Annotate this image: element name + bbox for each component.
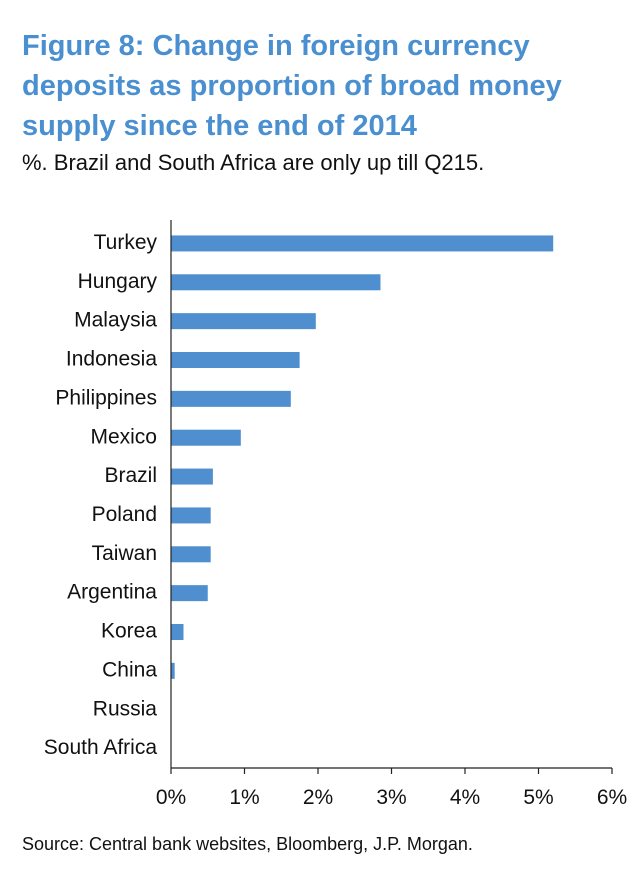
category-label: Poland <box>92 503 157 526</box>
bar <box>171 390 291 407</box>
x-tick-label: 2% <box>303 786 333 809</box>
category-label: Taiwan <box>92 542 157 565</box>
category-label: South Africa <box>44 736 158 759</box>
bar <box>171 662 175 679</box>
category-label: Russia <box>93 697 158 720</box>
category-label: Brazil <box>104 464 157 487</box>
x-tick-label: 0% <box>156 786 186 809</box>
x-tick-label: 5% <box>523 786 553 809</box>
bar <box>171 624 184 640</box>
category-label: China <box>102 658 157 681</box>
source-note: Source: Central bank websites, Bloomberg… <box>22 834 473 854</box>
bar <box>171 585 208 602</box>
bar <box>171 274 381 291</box>
category-label: Turkey <box>94 231 158 254</box>
category-label: Argentina <box>67 581 157 604</box>
x-tick-label: 6% <box>597 786 627 809</box>
chart-subtitle: %. Brazil and South Africa are only up t… <box>22 150 485 175</box>
category-label: Hungary <box>78 270 158 293</box>
category-label: Malaysia <box>74 309 157 332</box>
bar <box>171 313 316 330</box>
bar <box>171 468 213 485</box>
bar <box>171 352 300 368</box>
category-label: Mexico <box>90 425 157 448</box>
bar <box>171 507 211 524</box>
x-tick-label: 1% <box>229 786 259 809</box>
chart-title: Figure 8: Change in foreign currency dep… <box>22 30 562 142</box>
x-tick-label: 3% <box>376 786 406 809</box>
category-label: Philippines <box>55 386 157 409</box>
x-tick-label: 4% <box>450 786 480 809</box>
bar <box>171 546 211 563</box>
bar <box>171 235 554 252</box>
bar <box>171 429 241 446</box>
category-label: Korea <box>101 620 157 643</box>
category-label: Indonesia <box>66 348 157 371</box>
